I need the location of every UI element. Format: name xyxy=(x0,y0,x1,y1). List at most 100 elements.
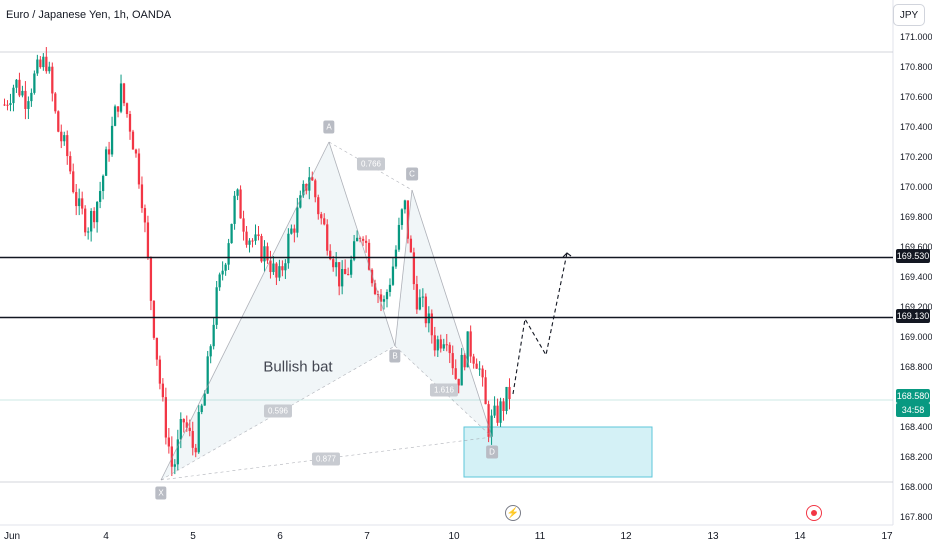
ratio-label: 1.616 xyxy=(429,383,459,397)
candle-body xyxy=(95,201,99,223)
candle-body xyxy=(54,93,57,112)
pattern-point-x: X xyxy=(155,486,167,500)
candle-body xyxy=(379,294,383,302)
candle-body xyxy=(206,356,209,394)
price-axis-label: 168.000 xyxy=(900,482,932,492)
candle-body xyxy=(101,175,105,192)
price-axis-label: 170.200 xyxy=(900,152,932,162)
candle-body xyxy=(421,296,424,298)
price-axis-label: 170.800 xyxy=(900,62,932,72)
time-axis-label: Jun xyxy=(3,531,21,542)
candle-body xyxy=(496,405,499,423)
candle-body xyxy=(427,313,430,324)
time-axis-label: 17 xyxy=(881,531,893,542)
time-axis-label: 11 xyxy=(534,531,546,542)
candle-body xyxy=(200,405,203,413)
candle-body xyxy=(341,269,344,287)
price-axis-label: 167.800 xyxy=(900,512,932,522)
candle-body xyxy=(15,79,18,88)
candle-body xyxy=(18,79,21,96)
time-axis-label: 14 xyxy=(794,531,806,542)
candle-body xyxy=(36,59,39,74)
lightning-icon[interactable]: ⚡ xyxy=(505,505,521,521)
currency-selector[interactable]: JPY xyxy=(893,4,925,26)
candle-body xyxy=(260,236,263,262)
candle-body xyxy=(239,189,242,219)
time-axis-label: 10 xyxy=(448,531,460,542)
candle-body xyxy=(12,87,15,104)
candle-body xyxy=(460,354,463,386)
candle-body xyxy=(338,262,341,287)
candle-body xyxy=(469,331,472,357)
candle-body xyxy=(290,228,293,234)
candle-body xyxy=(329,250,332,260)
candle-body xyxy=(60,131,63,142)
price-axis-label: 170.400 xyxy=(900,122,932,132)
candle-body xyxy=(481,368,484,378)
candle-body xyxy=(140,184,144,209)
candle-body xyxy=(412,252,416,285)
candle-body xyxy=(224,264,227,271)
candle-body xyxy=(87,231,90,233)
candle-body xyxy=(51,66,54,94)
candle-body xyxy=(84,208,87,233)
time-axis-label: 5 xyxy=(190,531,196,542)
ratio-label: 0.596 xyxy=(263,404,293,418)
candle-body xyxy=(490,415,493,437)
candle-body xyxy=(245,231,248,245)
candle-body xyxy=(191,431,194,448)
pattern-point-d: D xyxy=(486,445,498,459)
candle-body xyxy=(314,180,317,198)
candle-body xyxy=(182,419,185,423)
candle-body xyxy=(397,224,401,250)
candle-body xyxy=(493,405,496,416)
candle-body xyxy=(499,401,502,423)
candle-body xyxy=(448,344,451,354)
candle-body xyxy=(173,464,176,467)
price-axis-label: 171.000 xyxy=(900,32,932,42)
candle-body xyxy=(311,177,314,181)
candle-body xyxy=(296,207,299,233)
candle-body xyxy=(48,66,51,72)
candle-body xyxy=(436,339,439,351)
candle-body xyxy=(188,427,191,432)
candle-body xyxy=(155,337,159,360)
candle-body xyxy=(347,274,350,276)
candle-body xyxy=(30,92,33,102)
candle-body xyxy=(320,214,323,219)
candle-body xyxy=(176,439,179,465)
price-axis-label: 170.600 xyxy=(900,92,932,102)
candle-body xyxy=(242,218,245,232)
candle-body xyxy=(203,393,206,406)
candle-body xyxy=(251,240,254,242)
candle-body xyxy=(269,260,272,273)
candle-body xyxy=(116,106,120,112)
candle-body xyxy=(275,263,278,278)
pattern-fill-bcd xyxy=(395,190,492,437)
event-target-icon[interactable] xyxy=(806,505,822,521)
candle-body xyxy=(454,368,457,379)
pattern-line xyxy=(328,141,396,347)
candle-body xyxy=(326,224,329,251)
candle-body xyxy=(344,269,347,275)
candle-body xyxy=(24,90,27,109)
candle-body xyxy=(6,104,9,106)
price-axis-label: 169.000 xyxy=(900,332,932,342)
price-axis-label: 170.000 xyxy=(900,182,932,192)
candle-body xyxy=(442,344,445,349)
price-axis-label: 169.200 xyxy=(900,302,932,312)
candle-body xyxy=(248,240,251,245)
candle-body xyxy=(281,266,284,271)
candle-body xyxy=(63,135,66,142)
candle-body xyxy=(272,263,275,273)
pattern-line xyxy=(411,189,493,438)
candle-body xyxy=(122,83,126,104)
candle-body xyxy=(418,297,421,310)
price-axis-label: 169.400 xyxy=(900,272,932,282)
candle-body xyxy=(104,149,108,176)
candle-body xyxy=(287,233,290,264)
candle-body xyxy=(484,377,487,405)
candle-body xyxy=(373,283,377,295)
candle-body xyxy=(236,189,239,196)
